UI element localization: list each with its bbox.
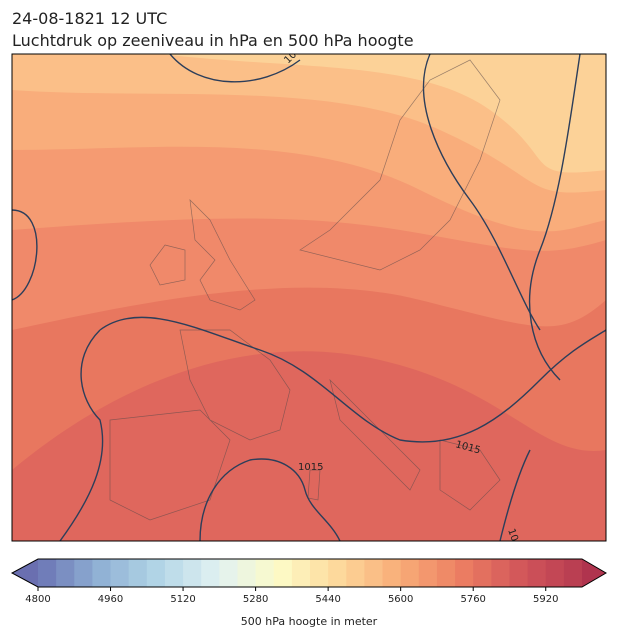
colorbar-segment: [92, 559, 112, 587]
colorbar-segment: [436, 559, 456, 587]
map-frame: [11, 53, 607, 542]
colorbar-tick-label: 5120: [170, 594, 195, 605]
subtitle: Luchtdruk op zeeniveau in hPa en 500 hPa…: [12, 31, 414, 50]
height-band: [160, 54, 606, 173]
colorbar-segment: [364, 559, 384, 587]
colorbar-segment: [400, 559, 420, 587]
colorbar-outline: [10, 558, 607, 588]
colorbar-segment: [382, 559, 402, 587]
colorbar-segment: [273, 559, 293, 587]
isobars: [12, 54, 606, 541]
colorbar-segment: [310, 559, 329, 587]
colorbar-segment: [237, 559, 257, 587]
colorbar-segment: [146, 559, 166, 587]
colorbar-tick-label: 4800: [25, 594, 50, 605]
colorbar-segment: [418, 559, 438, 587]
colorbar-segment: [291, 559, 311, 587]
title: 24-08-1821 12 UTC: [12, 9, 167, 28]
colorbar-segment: [491, 559, 510, 587]
colorbar-segment: [38, 559, 57, 587]
colorbar-segment: [545, 559, 565, 587]
colorbar-label: 500 hPa hoogte in meter: [241, 615, 378, 628]
colorbar-segment: [563, 559, 583, 587]
colorbar-segment: [74, 559, 93, 587]
colorbar-segment: [255, 559, 275, 587]
colorbar-tick-label: 5600: [388, 594, 413, 605]
coastlines: [109, 59, 501, 521]
colorbar-tick-label: 4960: [98, 594, 123, 605]
colorbar-tick-label: 5280: [243, 594, 268, 605]
colorbar-tick-label: 5920: [533, 594, 558, 605]
colorbar-segment: [56, 559, 75, 587]
map: 1015 1015 1015 101: [12, 54, 606, 541]
colorbar-segment: [219, 559, 238, 587]
colorbar-segment: [183, 559, 202, 587]
colorbar-segment: [110, 559, 130, 587]
colorbar-over: [582, 559, 606, 587]
colorbar-segment: [328, 559, 347, 587]
colorbar-segment: [527, 559, 547, 587]
colorbar-tick-label: 5440: [315, 594, 340, 605]
contour-label: 1015: [298, 462, 323, 473]
colorbar-segment: [164, 559, 184, 587]
colorbar-segment: [455, 559, 474, 587]
colorbar-under: [12, 559, 38, 587]
colorbar-segment: [473, 559, 492, 587]
colorbar-tick-label: 5760: [460, 594, 485, 605]
colorbar-segment: [128, 559, 148, 587]
colorbar-segment: [201, 559, 220, 587]
colorbar-segment: [509, 559, 529, 587]
colorbar-segment: [346, 559, 365, 587]
colorbar: 4800 4960 5120 5280 5440 5600 5760 5920: [10, 558, 607, 605]
